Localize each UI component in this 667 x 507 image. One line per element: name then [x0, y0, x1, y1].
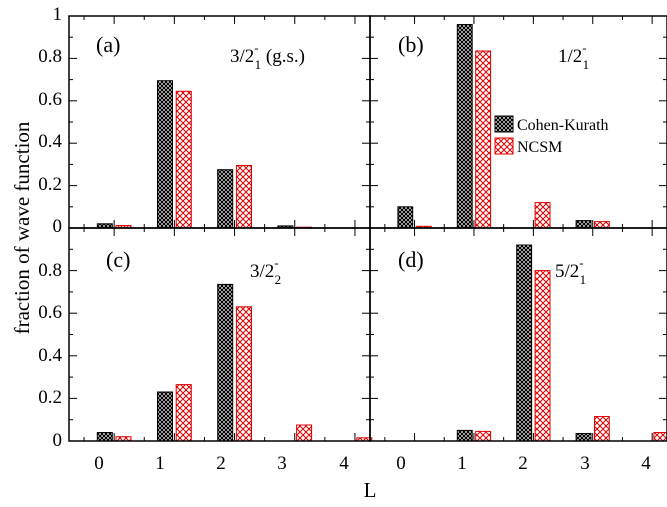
- legend-swatch-cohen-kurath: [494, 115, 514, 133]
- ytick-label: 0.8: [38, 46, 62, 67]
- bar-cohen-kurath-L1: [456, 429, 473, 442]
- bar-cohen-kurath-L2: [217, 283, 234, 442]
- xtick-label: 3: [277, 453, 287, 474]
- ytick-label: 0: [53, 430, 63, 451]
- panel-tag-b: (b): [398, 32, 424, 57]
- ytick-label: 0.6: [38, 89, 62, 110]
- xtick-label: 4: [339, 453, 349, 474]
- ytick-label: 0.6: [38, 302, 62, 323]
- xtick-label: 1: [457, 453, 467, 474]
- bar-ncsm-L4: [653, 432, 667, 442]
- bar-cohen-kurath-L2: [217, 169, 234, 229]
- ytick-label: 0.4: [38, 345, 62, 366]
- bar-cohen-kurath-L0: [96, 432, 113, 442]
- legend: Cohen-Kurath NCSM: [494, 115, 609, 156]
- xtick-label: 0: [396, 453, 406, 474]
- bar-ncsm-L1: [475, 50, 492, 229]
- bar-cohen-kurath-L1: [157, 391, 173, 442]
- panel-tag-d: (d): [398, 247, 424, 272]
- bar-cohen-kurath-L1: [157, 80, 173, 229]
- bars-layer: [96, 24, 667, 442]
- state-label-d: 5/2-1: [555, 255, 586, 287]
- state-label-c: 3/2-2: [250, 255, 281, 287]
- xtick-label: 4: [641, 453, 651, 474]
- xtick-label: 2: [216, 453, 226, 474]
- bar-ncsm-L3: [594, 221, 610, 229]
- state-label-b: 1/2-1: [558, 40, 589, 72]
- bar-ncsm-L2: [534, 270, 551, 442]
- ytick-label: 0.2: [38, 387, 62, 408]
- bar-ncsm-L2: [235, 165, 252, 229]
- ytick-label: 0.4: [38, 131, 62, 152]
- ticks-layer: [69, 15, 667, 441]
- xtick-label: 3: [580, 453, 590, 474]
- bar-cohen-kurath-L0: [397, 206, 414, 229]
- bar-ncsm-L2: [534, 202, 551, 229]
- panel-tag-a: (a): [96, 32, 120, 57]
- bar-ncsm-L1: [175, 90, 192, 229]
- bar-cohen-kurath-L3: [575, 433, 592, 442]
- ytick-label: 0: [53, 216, 63, 237]
- state-label-a: 3/2-1 (g.s.): [230, 40, 305, 72]
- legend-label-ncsm: NCSM: [517, 139, 562, 156]
- ytick-label: 0.8: [38, 260, 62, 281]
- bar-ncsm-L3: [594, 416, 610, 442]
- bar-ncsm-L1: [475, 430, 492, 442]
- ytick-label: 1: [53, 4, 63, 25]
- xtick-label: 0: [94, 453, 104, 474]
- legend-label-cohen-kurath: Cohen-Kurath: [517, 117, 609, 134]
- xtick-label: 1: [155, 453, 165, 474]
- bar-cohen-kurath-L3: [575, 220, 592, 229]
- bar-ncsm-L3: [296, 424, 313, 442]
- panel-tag-c: (c): [106, 247, 130, 272]
- legend-swatch-ncsm: [494, 137, 514, 155]
- xtick-label: 2: [518, 453, 528, 474]
- bar-ncsm-L1: [175, 384, 192, 442]
- bar-ncsm-L2: [235, 306, 252, 442]
- y-axis-label: fraction of wave function: [10, 121, 34, 334]
- bar-cohen-kurath-L1: [456, 24, 473, 229]
- ytick-label: 0.2: [38, 174, 62, 195]
- bar-cohen-kurath-L2: [516, 244, 533, 442]
- x-axis-label: L: [364, 478, 377, 502]
